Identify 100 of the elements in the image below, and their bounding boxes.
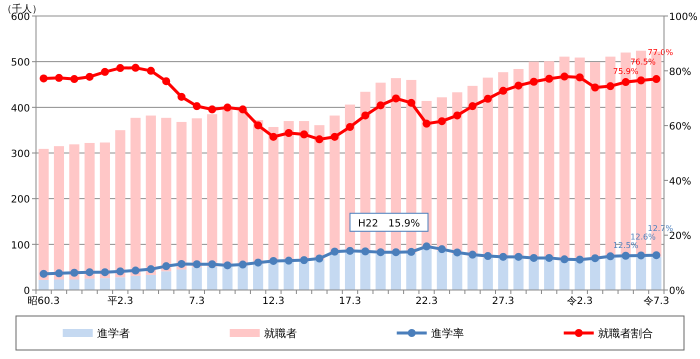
point — [453, 248, 462, 256]
point — [376, 248, 385, 256]
bar — [620, 257, 631, 290]
y-tick-label: 300 — [10, 149, 30, 160]
bar — [69, 144, 80, 280]
point — [438, 245, 446, 254]
bar — [636, 256, 646, 290]
bar — [100, 142, 110, 278]
bar — [528, 62, 539, 260]
point — [223, 261, 232, 270]
bar — [146, 274, 156, 290]
bar — [344, 252, 356, 290]
bar — [452, 254, 462, 290]
bar — [574, 260, 585, 290]
point — [70, 75, 78, 84]
point — [514, 252, 522, 261]
point — [330, 132, 339, 141]
bar — [268, 262, 278, 290]
legend-label: 進学率 — [430, 327, 464, 340]
legend-label: 就職者割合 — [598, 327, 653, 340]
bar — [467, 256, 478, 290]
y2-tick-label: 20% — [669, 231, 692, 242]
point — [622, 78, 630, 86]
point — [499, 252, 508, 261]
point — [315, 254, 324, 262]
point — [468, 250, 477, 259]
bar — [390, 253, 402, 290]
bar — [482, 78, 493, 258]
x-tick-label: 平2.3 — [107, 296, 134, 307]
annotation: H22 15.9% — [358, 218, 420, 230]
point — [315, 135, 324, 144]
point — [392, 94, 400, 102]
y2-tick-label: 60% — [669, 122, 692, 133]
bar — [590, 62, 600, 260]
point — [162, 262, 170, 270]
y2-tick-label: 40% — [669, 176, 692, 188]
y2-tick-label: 0% — [669, 286, 685, 297]
point — [407, 248, 416, 256]
point — [652, 75, 660, 84]
y-tick-label: 400 — [10, 103, 30, 114]
y2-tick-label: 100% — [669, 12, 698, 23]
bar — [146, 116, 156, 275]
bar — [192, 118, 202, 268]
x-tick-label: 令2.3 — [566, 295, 593, 307]
bar — [222, 110, 233, 266]
point — [652, 251, 660, 260]
point — [284, 129, 293, 137]
point — [545, 254, 554, 262]
bar — [376, 253, 386, 290]
bar — [69, 279, 80, 290]
point — [361, 247, 370, 256]
point — [54, 269, 63, 278]
bar — [38, 148, 49, 280]
point — [269, 132, 278, 141]
point — [40, 270, 48, 278]
bar — [115, 130, 126, 278]
point — [591, 254, 600, 262]
bar — [406, 253, 416, 290]
point — [606, 82, 614, 90]
point — [100, 268, 109, 276]
point — [208, 260, 216, 268]
point — [254, 258, 262, 267]
point — [146, 265, 155, 274]
x-tick-label: 22.3 — [415, 296, 438, 307]
point — [238, 105, 247, 114]
bar — [513, 258, 524, 290]
point — [346, 122, 354, 131]
point — [560, 72, 568, 81]
bar — [84, 278, 95, 290]
y-tick-label: 500 — [10, 58, 30, 69]
x-tick-label: 17.3 — [338, 296, 362, 307]
y-tick-label: 100 — [10, 240, 30, 252]
point — [407, 98, 416, 107]
bar — [436, 250, 447, 290]
x-tick-label: 27.3 — [492, 296, 514, 307]
point — [606, 252, 614, 260]
bar — [115, 277, 126, 290]
bar — [298, 121, 310, 262]
point — [178, 92, 186, 101]
point — [438, 117, 446, 126]
bar — [482, 258, 493, 290]
point — [468, 102, 477, 110]
y-axis-title: （千人） — [2, 3, 42, 15]
bar — [130, 276, 141, 290]
point — [453, 111, 462, 120]
bar — [238, 110, 248, 266]
point — [254, 121, 262, 130]
point — [132, 266, 140, 275]
y-tick-label: 0 — [24, 286, 30, 297]
point — [484, 252, 492, 260]
point — [192, 102, 201, 110]
point — [591, 84, 600, 92]
point — [484, 94, 492, 103]
bar — [422, 248, 432, 290]
bar — [559, 260, 570, 290]
bar — [544, 259, 554, 290]
point — [346, 246, 354, 255]
y2-tick-label: 80% — [669, 66, 692, 78]
bar — [330, 253, 340, 290]
bar — [192, 267, 202, 290]
